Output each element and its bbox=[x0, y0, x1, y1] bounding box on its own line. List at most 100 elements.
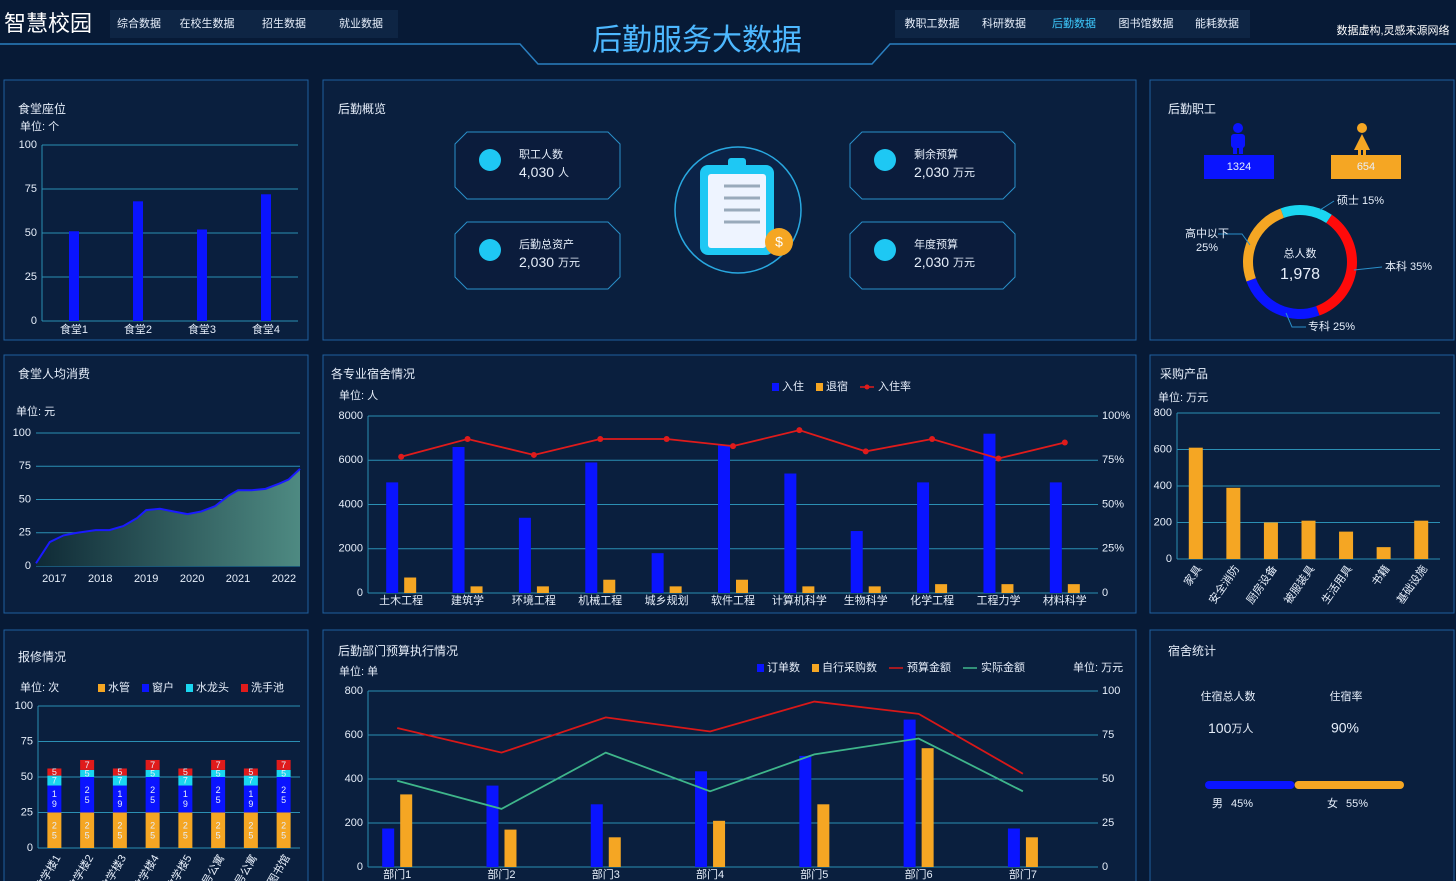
data-label: 7 bbox=[213, 760, 223, 770]
panel-title: 后勤职工 bbox=[1168, 102, 1216, 116]
data-label: 5 bbox=[213, 768, 223, 778]
x-tick-label: 2021 bbox=[226, 573, 250, 585]
bar bbox=[983, 433, 996, 593]
tick-label: 50 bbox=[19, 493, 31, 505]
stat-label: 剩余预算 bbox=[914, 147, 958, 161]
bar-segment bbox=[211, 777, 226, 813]
data-label: 5 bbox=[180, 767, 190, 777]
gender-bar bbox=[1205, 781, 1295, 789]
bar-segment bbox=[243, 775, 258, 786]
unit-label: 单位: 人 bbox=[339, 388, 378, 402]
legend-label: 窗户 bbox=[152, 680, 174, 694]
donut-label-value: 25% bbox=[1196, 242, 1218, 254]
male-count: 1324 bbox=[1227, 161, 1251, 173]
x-tick-label: 部门3 bbox=[592, 867, 620, 881]
nav-item[interactable]: 能耗数据 bbox=[1195, 16, 1239, 30]
leader-line bbox=[1353, 266, 1383, 271]
legend-swatch bbox=[812, 664, 819, 672]
nav-item[interactable]: 就业数据 bbox=[339, 16, 383, 30]
tick-label: 75 bbox=[1102, 729, 1114, 741]
stat-box bbox=[849, 221, 1016, 290]
legend-label: 入住率 bbox=[878, 379, 911, 393]
x-tick-label: 城乡规划 bbox=[645, 593, 689, 607]
gender-label: 女 55% bbox=[1327, 796, 1368, 810]
x-tick-label: 部门7 bbox=[1009, 867, 1037, 881]
tick-label: 100 bbox=[1102, 685, 1120, 697]
bar bbox=[197, 229, 207, 321]
bar bbox=[1049, 482, 1062, 593]
tick-label: 50% bbox=[1102, 498, 1124, 510]
nav-item[interactable]: 综合数据 bbox=[117, 16, 161, 30]
bar bbox=[590, 804, 603, 867]
tick-label: 200 bbox=[1154, 516, 1172, 528]
tick-label: 0 bbox=[1102, 861, 1108, 873]
x-tick-label: 环境工程 bbox=[512, 593, 556, 607]
x-tick-label: 食堂2 bbox=[124, 322, 152, 336]
panel bbox=[1149, 629, 1455, 881]
nav-item[interactable]: 教职工数据 bbox=[905, 16, 960, 30]
stat-label: 后勤总资产 bbox=[519, 237, 574, 251]
tick-label: 50 bbox=[1102, 773, 1114, 785]
data-label: 19 bbox=[246, 789, 256, 809]
bar-segment bbox=[145, 759, 160, 770]
bar bbox=[1263, 522, 1278, 559]
bar-segment bbox=[178, 785, 193, 813]
panel-title: 后勤概览 bbox=[338, 101, 386, 116]
data-label: 19 bbox=[180, 789, 190, 809]
stat-number: 100 bbox=[1208, 720, 1232, 736]
nav-item[interactable]: 图书馆数据 bbox=[1119, 16, 1174, 30]
bar-segment bbox=[178, 812, 193, 848]
bar-segment bbox=[47, 812, 62, 848]
data-label: 25 bbox=[213, 820, 223, 840]
x-tick-label: 机械工程 bbox=[578, 593, 622, 607]
data-label: 7 bbox=[148, 760, 158, 770]
female-icon bbox=[1354, 123, 1370, 155]
data-label: 25 bbox=[82, 820, 92, 840]
bar-segment bbox=[276, 812, 291, 848]
nav-item[interactable]: 招生数据 bbox=[262, 16, 306, 30]
gender-name: 女 bbox=[1327, 796, 1338, 810]
stat-value: 4,030 人 bbox=[519, 164, 569, 180]
nav-item[interactable]: 后勤数据 bbox=[1052, 16, 1096, 30]
stat-label: 住宿率 bbox=[1330, 689, 1363, 703]
bar-segment bbox=[47, 785, 62, 813]
bar-segment bbox=[112, 812, 127, 848]
legend-swatch bbox=[98, 684, 105, 692]
data-label: 25 bbox=[115, 820, 125, 840]
tick-label: 400 bbox=[1154, 480, 1172, 492]
tick-label: 0 bbox=[357, 861, 363, 873]
donut-center-label: 总人数 bbox=[1284, 246, 1317, 260]
donut-label-value: 15% bbox=[1362, 195, 1384, 207]
tick-label: 600 bbox=[1154, 443, 1172, 455]
stat-value: 2,030 万元 bbox=[914, 254, 975, 270]
data-label: 5 bbox=[148, 768, 158, 778]
x-tick-label: 部门5 bbox=[800, 867, 828, 881]
data-label: 5 bbox=[246, 767, 256, 777]
bar-segment bbox=[243, 785, 258, 813]
line bbox=[396, 737, 1024, 810]
point bbox=[929, 436, 936, 443]
nav-item[interactable]: 在校生数据 bbox=[180, 16, 235, 30]
stat-unit: 万元 bbox=[953, 167, 975, 179]
stat-number: 2,030 bbox=[914, 164, 949, 180]
nav-item[interactable]: 科研数据 bbox=[982, 16, 1026, 30]
tick-label: 50 bbox=[25, 227, 37, 239]
bar-segment bbox=[145, 812, 160, 848]
bar bbox=[784, 473, 797, 593]
tick-label: 0 bbox=[357, 587, 363, 599]
female-box bbox=[1331, 155, 1401, 179]
bar-segment bbox=[211, 759, 226, 770]
tick-label: 0 bbox=[31, 315, 37, 327]
x-tick-label: 材料科学 bbox=[1043, 593, 1087, 607]
gender-name: 男 bbox=[1212, 798, 1223, 810]
bar bbox=[1376, 547, 1391, 559]
bar bbox=[935, 584, 948, 593]
tick-label: 100% bbox=[1102, 410, 1130, 422]
tick-label: 600 bbox=[345, 729, 363, 741]
bar bbox=[470, 586, 483, 593]
bar bbox=[518, 517, 531, 593]
stat-value: 2,030 万元 bbox=[519, 254, 580, 270]
bar-segment bbox=[211, 812, 226, 848]
donut-label: 专科 25% bbox=[1308, 319, 1355, 333]
donut-label: 高中以下 25% bbox=[1185, 226, 1229, 254]
